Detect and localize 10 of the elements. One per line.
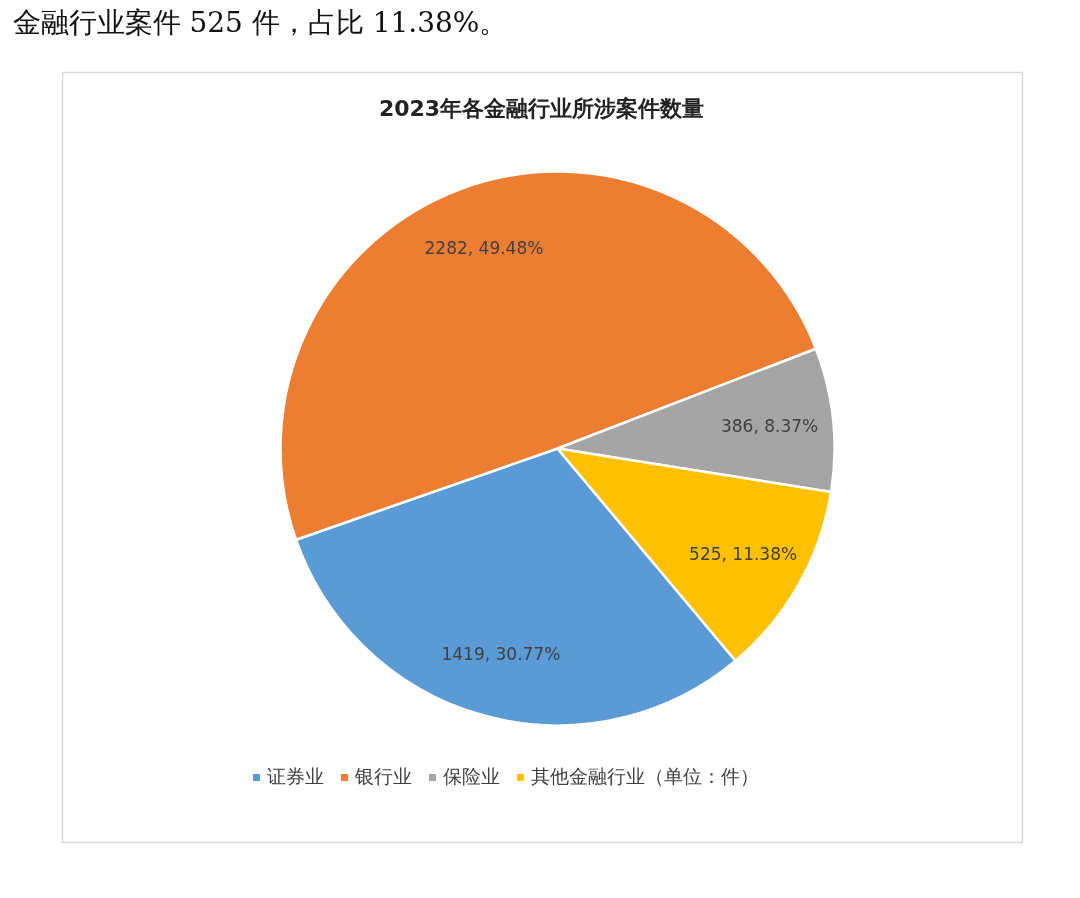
- legend-label: 银行业: [355, 764, 412, 789]
- text: 金融行业案件 525 件，占比 11.38%。: [12, 6, 508, 39]
- data-label: 525, 11.38%: [689, 543, 798, 564]
- data-label: 2282, 49.48%: [424, 238, 544, 259]
- data-label: 1419, 30.77%: [441, 644, 561, 665]
- legend-label: 其他金融行业（单位：件）: [531, 764, 759, 789]
- legend-label: 保险业: [443, 764, 500, 789]
- data-label: 386, 8.37%: [720, 416, 819, 437]
- legend-label: 证券业: [267, 764, 324, 789]
- chart-title: 2023年各金融行业所涉案件数量: [378, 96, 705, 121]
